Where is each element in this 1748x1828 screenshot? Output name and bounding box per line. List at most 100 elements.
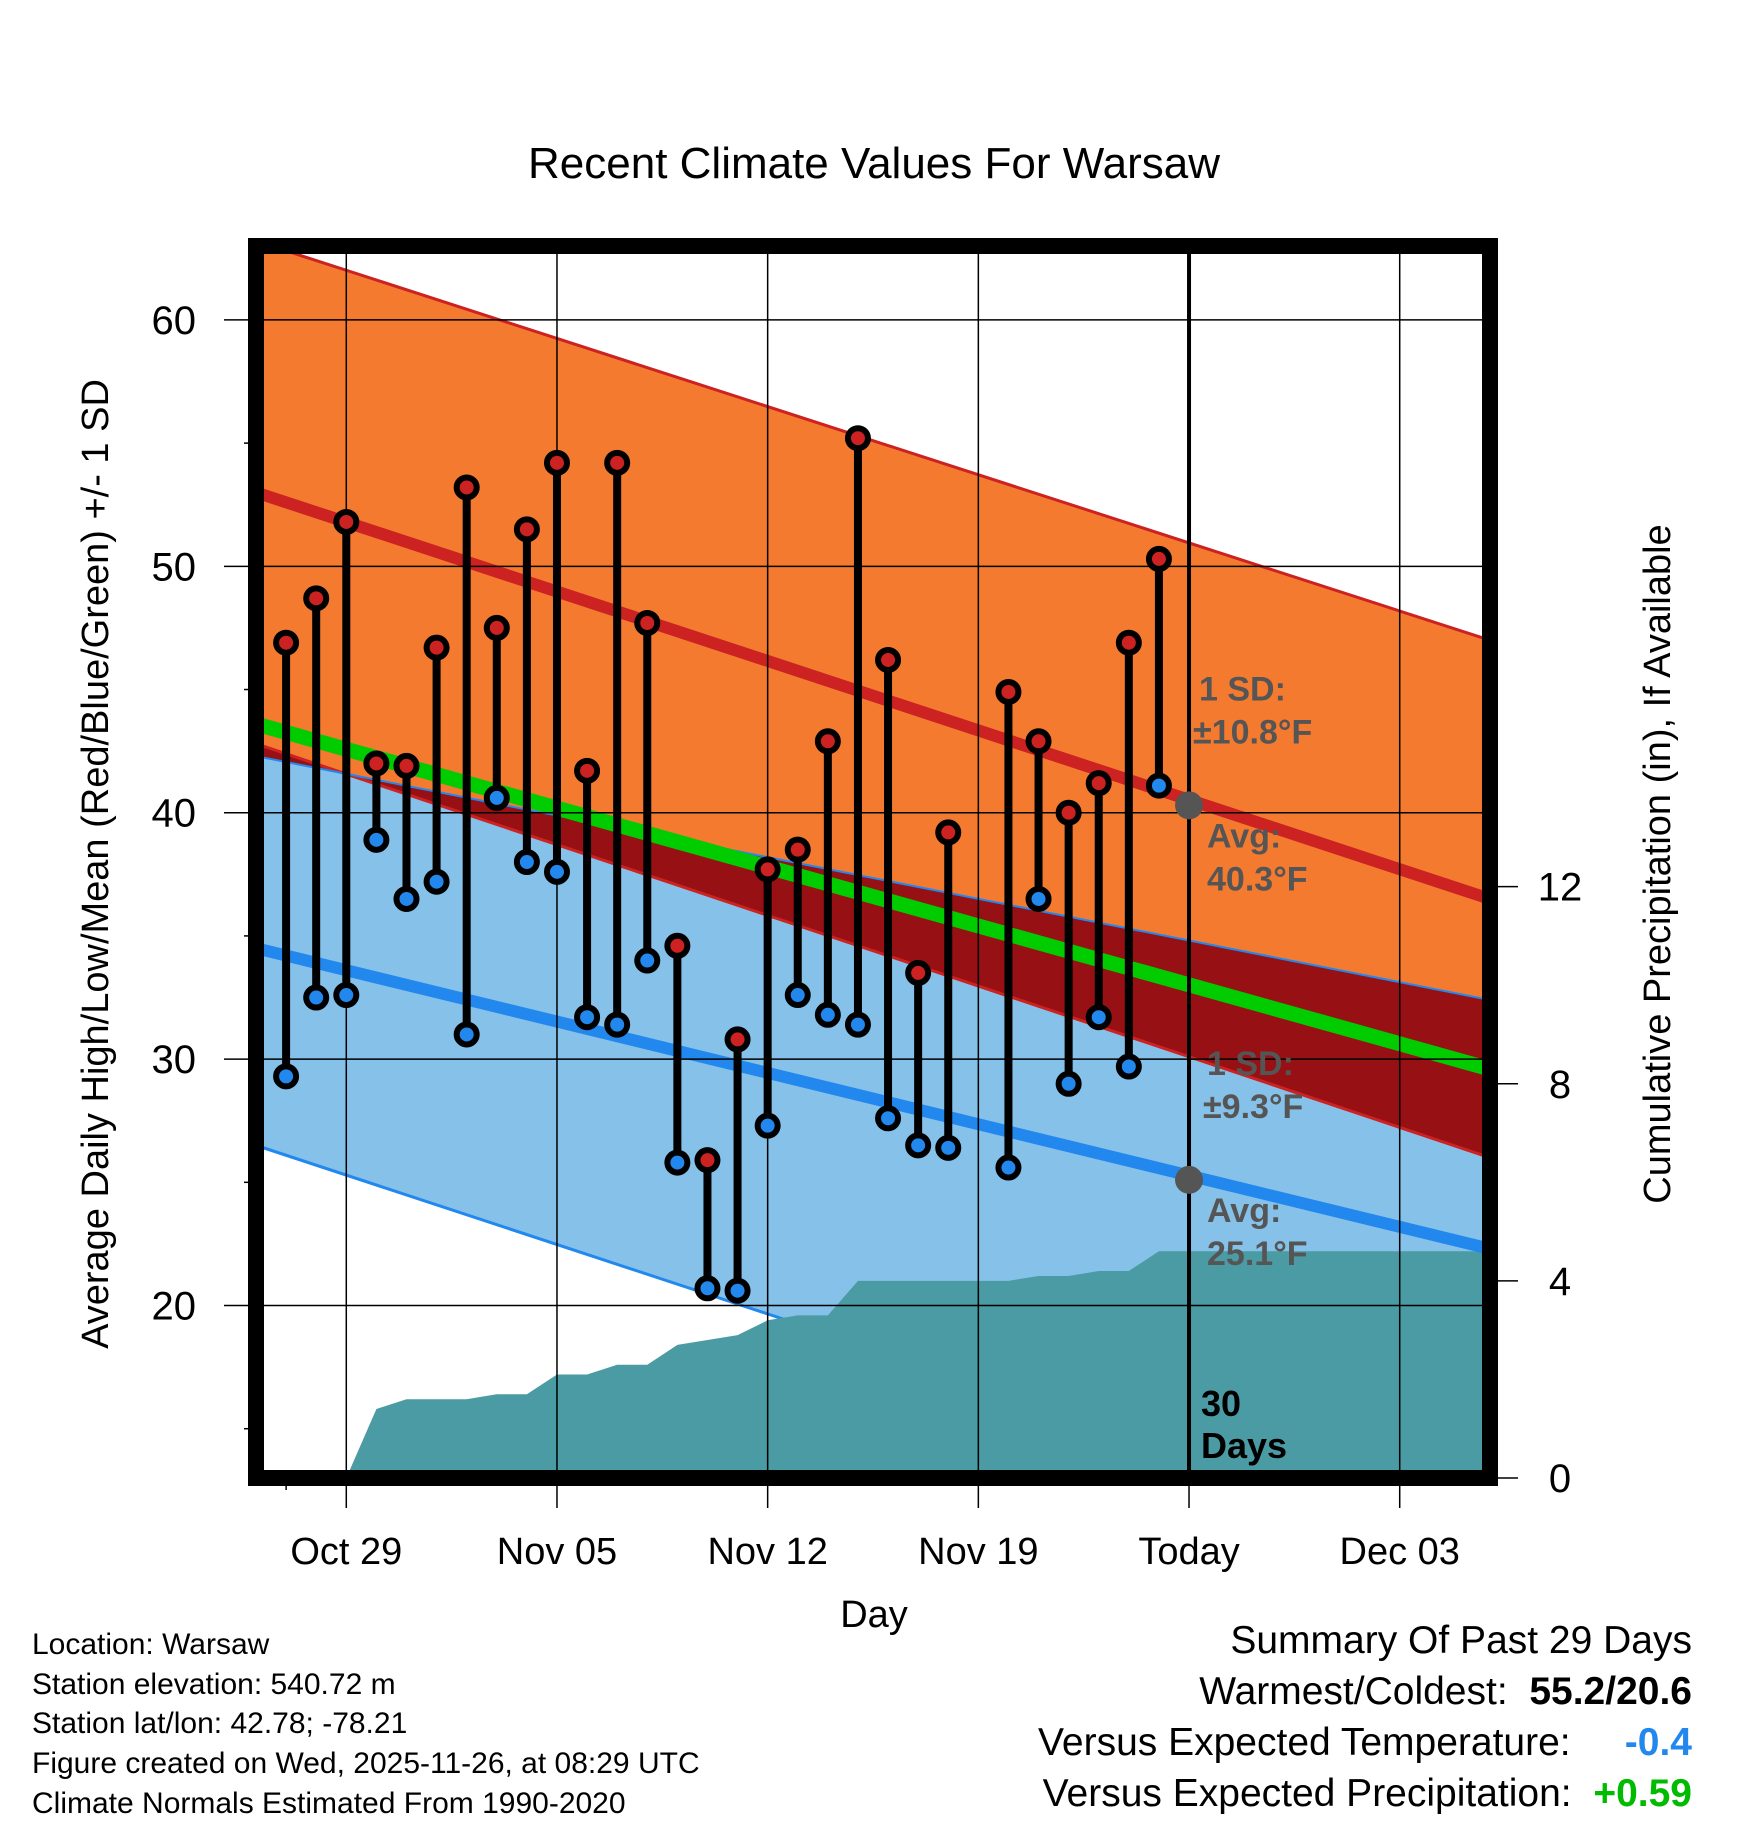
y2-tick-label: 12 — [1538, 866, 1583, 910]
low-sd-label: 1 SD: — [1207, 1045, 1294, 1083]
x-tick-label: Dec 03 — [1340, 1531, 1460, 1573]
high-point — [784, 836, 811, 863]
high-point — [574, 757, 601, 784]
chart-title: Recent Climate Values For Warsaw — [528, 139, 1220, 188]
low-point — [513, 849, 540, 875]
low-point — [1025, 885, 1052, 912]
low-point — [604, 1011, 631, 1038]
high-point — [303, 585, 330, 612]
high-point — [694, 1147, 721, 1174]
y-axis-label: Average Daily High/Low/Mean (Red/Blue/Gr… — [75, 379, 117, 1349]
high-sd-label: 1 SD: — [1199, 670, 1286, 708]
annotations: 1 SD: ±10.8°F Avg: 40.3°F 1 SD: ±9.3°F Avg: 25.… — [1175, 670, 1312, 1466]
y-tick-label: 60 — [152, 299, 197, 343]
high-point — [363, 750, 390, 777]
high-point — [844, 425, 871, 452]
high-point — [483, 614, 510, 641]
high-avg-line — [256, 486, 1490, 905]
daily-points — [273, 425, 1172, 1304]
high-point — [604, 449, 631, 476]
high-sd-upper-line — [266, 246, 1490, 642]
precip-label: Versus Expected Precipitation: — [1042, 1772, 1572, 1815]
high-point — [754, 856, 781, 883]
high-avg-marker — [1175, 791, 1204, 820]
low-point — [814, 1001, 841, 1028]
high-point — [664, 932, 691, 959]
high-point — [453, 474, 480, 501]
y-tick-label: 40 — [152, 792, 197, 836]
x-axis: Oct 29 Nov 05 Nov 12 Nov 19 Today Dec 03 — [285, 1478, 1460, 1573]
low-point — [423, 868, 450, 895]
low-avg-label: Avg: — [1207, 1192, 1281, 1230]
temp-label: Versus Expected Temperature: — [1038, 1721, 1571, 1764]
low-point — [875, 1105, 902, 1132]
high-point — [935, 819, 962, 846]
y2-tick-label: 0 — [1549, 1457, 1571, 1501]
high-point — [1055, 799, 1082, 826]
low-point — [333, 982, 360, 1009]
high-point — [875, 646, 902, 673]
y-tick-label: 20 — [152, 1285, 197, 1329]
high-point — [814, 728, 841, 755]
high-sd-value: ±10.8°F — [1193, 713, 1312, 751]
summary-warmest: Warmest/Coldest: 55.2/20.6 — [1199, 1667, 1692, 1717]
x-tick-label: Nov 19 — [918, 1531, 1038, 1573]
low-point — [724, 1277, 751, 1304]
low-point — [995, 1154, 1022, 1181]
high-point — [724, 1026, 751, 1053]
precipitation-area — [346, 1251, 1490, 1478]
high-point — [423, 634, 450, 661]
x-tick-label: Nov 12 — [707, 1531, 827, 1573]
low-point — [844, 1011, 871, 1038]
low-point — [1085, 1004, 1112, 1031]
low-point — [664, 1149, 691, 1176]
y2-tick-label: 8 — [1549, 1063, 1571, 1107]
high-point — [513, 516, 540, 543]
low-point — [754, 1112, 781, 1139]
days-number: 30 — [1201, 1383, 1241, 1424]
high-point — [995, 678, 1022, 705]
summary-title: Summary Of Past 29 Days — [1230, 1619, 1692, 1662]
high-point — [634, 609, 661, 636]
location-label: Location: Warsaw — [32, 1628, 270, 1661]
days-word: Days — [1201, 1425, 1287, 1466]
low-sd-upper-line — [256, 755, 1490, 1001]
high-point — [543, 449, 570, 476]
latlon-label: Station lat/lon: 42.78; -78.21 — [32, 1707, 408, 1740]
x-tick-label: Today — [1138, 1531, 1239, 1573]
daily-range-bars — [282, 438, 1163, 1291]
y-tick-label: 30 — [152, 1038, 197, 1082]
low-point — [543, 858, 570, 885]
high-point — [905, 959, 932, 986]
left-axis: 20 30 40 50 60 — [152, 299, 256, 1430]
low-point — [393, 885, 420, 912]
high-avg-label: Avg: — [1207, 817, 1281, 855]
normals-label: Climate Normals Estimated From 1990-2020 — [32, 1787, 626, 1820]
high-point — [1085, 770, 1112, 797]
right-axis: 0 4 8 12 — [1490, 866, 1582, 1501]
y2-tick-label: 4 — [1549, 1260, 1571, 1304]
low-point — [483, 784, 510, 811]
x-axis-label: Day — [840, 1594, 908, 1636]
y2-axis-label: Cumulative Precipitation (in), If Availa… — [1637, 524, 1679, 1203]
precip-value: +0.59 — [1593, 1772, 1692, 1815]
low-point — [574, 1004, 601, 1031]
high-point — [333, 508, 360, 535]
low-avg-line — [256, 942, 1490, 1255]
low-avg-marker — [1175, 1165, 1204, 1194]
x-tick-label: Nov 05 — [497, 1531, 617, 1573]
low-point — [1055, 1070, 1082, 1097]
high-point — [393, 752, 420, 779]
low-point — [453, 1021, 480, 1048]
plot-frame — [248, 238, 1498, 1486]
high-point — [1145, 545, 1172, 572]
low-point — [634, 947, 661, 974]
low-point — [694, 1275, 721, 1302]
summary-temperature: Versus Expected Temperature: -0.4 — [1038, 1718, 1692, 1768]
high-point — [273, 629, 300, 656]
low-point — [1145, 772, 1172, 799]
low-point — [273, 1063, 300, 1090]
high-point — [1115, 629, 1142, 656]
low-sd-value: ±9.3°F — [1203, 1088, 1303, 1126]
